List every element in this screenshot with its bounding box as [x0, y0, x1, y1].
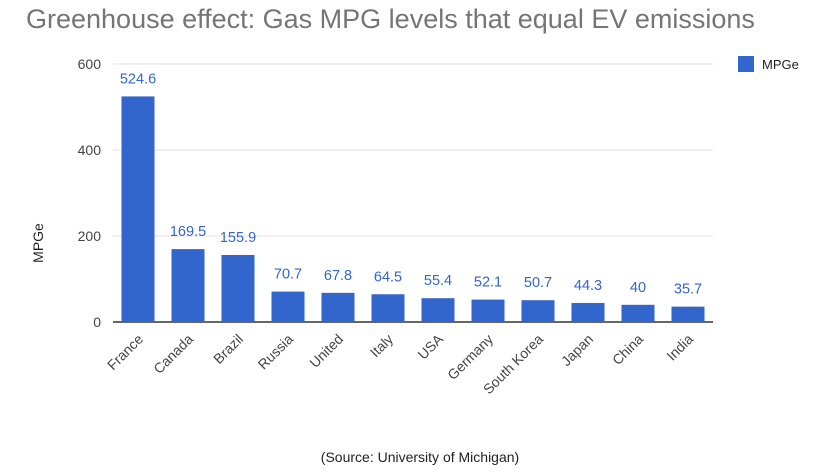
y-axis-ticks: 0 200 400 600 [78, 56, 102, 330]
x-axis-ticks: France Canada Brazil Russia United Italy USAGe… [104, 330, 696, 397]
bar-china [621, 304, 655, 322]
bar-france [121, 96, 155, 322]
data-label: 67.8 [324, 268, 352, 284]
data-label: 35.7 [674, 282, 702, 298]
bars [121, 96, 705, 322]
data-label: 44.3 [574, 278, 602, 294]
legend-label: MPGe [762, 56, 799, 72]
y-tick-label: 600 [78, 56, 102, 72]
x-tick-label: India [663, 331, 696, 364]
y-tick-label: 0 [93, 314, 101, 330]
data-label: 55.4 [424, 273, 452, 289]
data-label: 155.9 [220, 230, 256, 246]
x-tick-label: Russia [255, 331, 297, 373]
legend-swatch [738, 56, 754, 72]
y-tick-label: 400 [78, 142, 102, 158]
source-note: (Source: University of Michigan) [320, 449, 520, 465]
data-label: 50.7 [524, 275, 552, 291]
x-tick-label: China [609, 331, 646, 368]
bar-germany [471, 299, 505, 322]
bar-united [321, 292, 355, 322]
bar-russia [271, 291, 305, 322]
gridlines [113, 63, 713, 323]
x-tick-label: USA [414, 330, 446, 362]
bar-brazil [221, 254, 255, 322]
x-tick-label: Brazil [210, 331, 246, 367]
x-tick-label: Canada [150, 331, 196, 377]
x-tick-label: United [306, 331, 346, 371]
chart-title: Greenhouse effect: Gas MPG levels that e… [26, 4, 755, 34]
data-label: 524.6 [120, 71, 156, 87]
data-label: 64.5 [374, 269, 402, 285]
data-label: 40 [630, 280, 646, 296]
data-label: 70.7 [274, 267, 302, 283]
y-tick-label: 200 [78, 228, 102, 244]
y-axis-label: MPGe [30, 223, 46, 263]
data-labels: 524.6 169.5 155.9 70.7 67.8 64.5 55.4 52.1 50.7 4… [120, 71, 702, 297]
x-tick-label: France [104, 331, 146, 373]
x-tick-label: Japan [558, 331, 596, 369]
data-label: 169.5 [170, 224, 206, 240]
x-tick-label: Italy [367, 331, 396, 360]
data-label: 52.1 [474, 275, 502, 291]
bar-canada [171, 249, 205, 322]
bar-japan [571, 302, 605, 322]
bar-south-korea [521, 300, 555, 322]
legend: MPGe [738, 56, 799, 72]
bar-india [671, 306, 705, 322]
bar-usa [421, 298, 455, 322]
x-tick-label: Germany [444, 331, 496, 383]
bar-italy [371, 294, 405, 322]
